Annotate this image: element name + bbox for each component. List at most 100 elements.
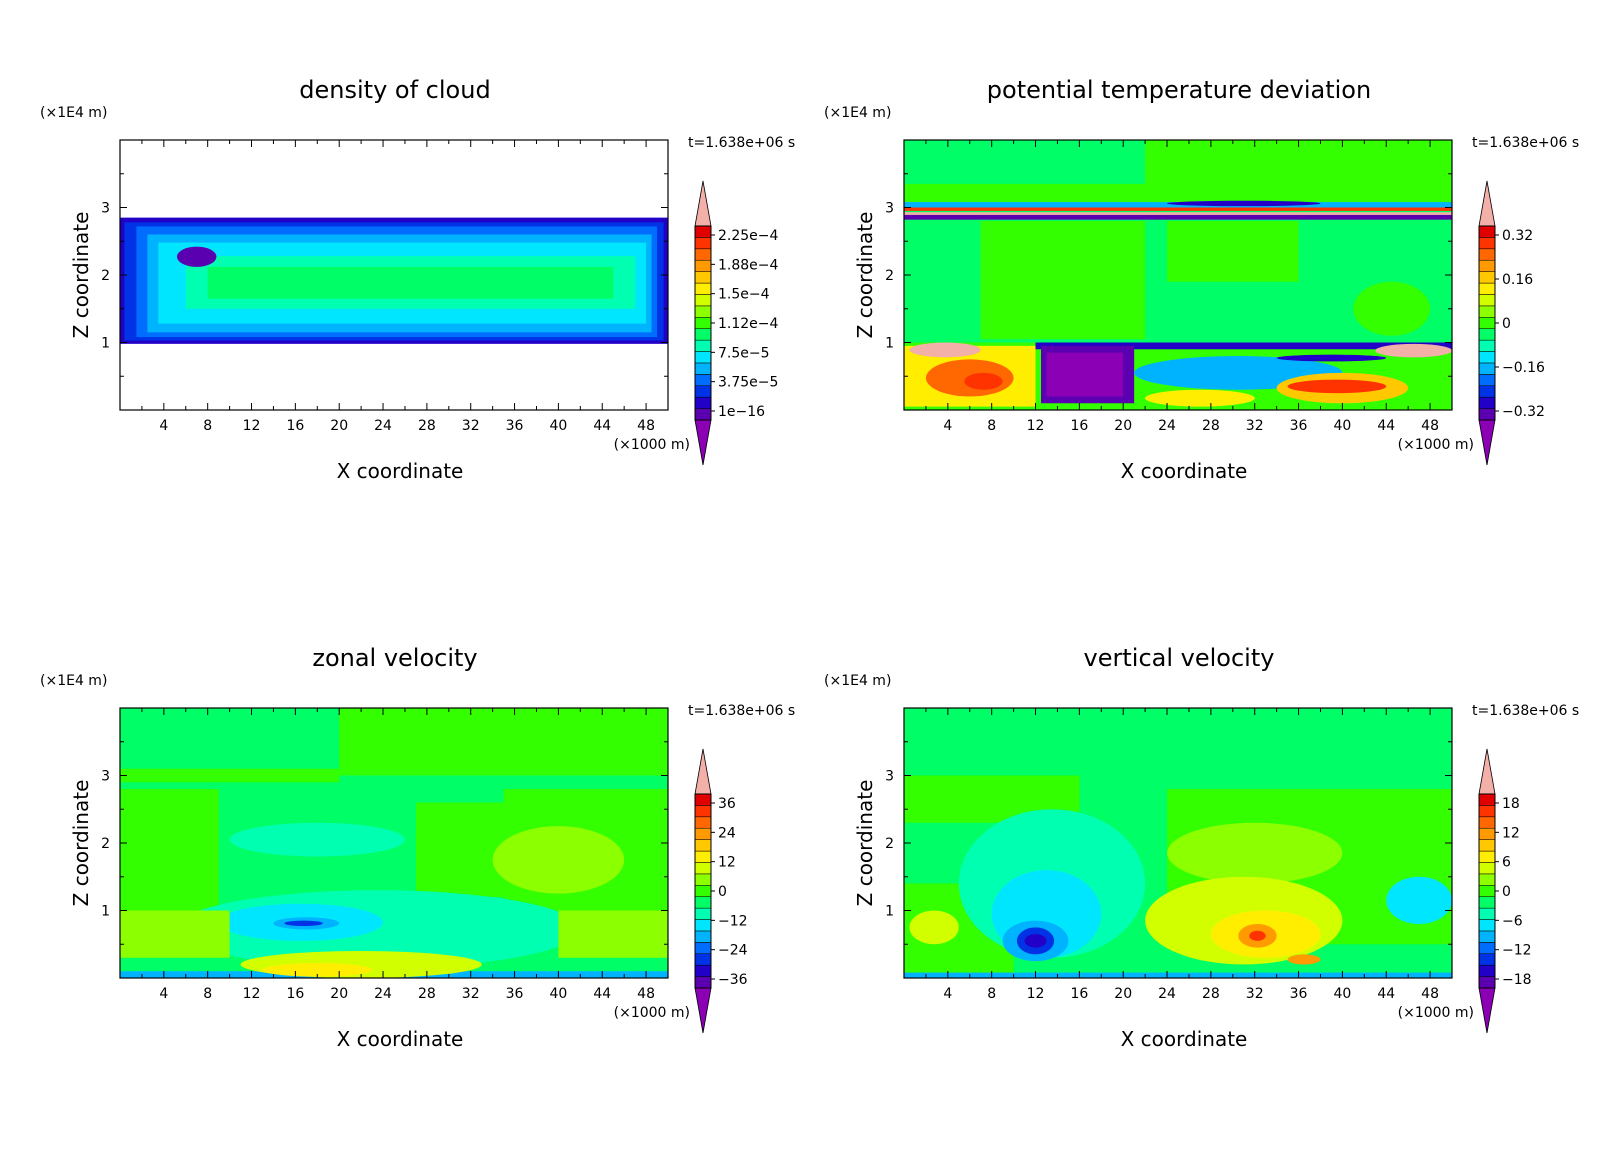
contour-region — [1353, 281, 1431, 336]
contour-region — [262, 963, 373, 977]
colorbar-label: 0.32 — [1502, 228, 1533, 244]
contour-region — [904, 212, 1452, 215]
colorbar-segment — [1478, 850, 1496, 863]
x-tick-label: 12 — [1027, 986, 1045, 1002]
contour-region — [1167, 221, 1299, 282]
contour-region — [1249, 930, 1266, 941]
x-tick-label: 28 — [418, 986, 436, 1002]
x-tick-label: 24 — [374, 418, 392, 434]
contour-region — [1035, 342, 1452, 350]
colorbar-label: 12 — [1502, 825, 1520, 841]
x-tick-label: 16 — [286, 418, 304, 434]
colorbar-label: 3.75e−5 — [718, 375, 778, 391]
colorbar-segment — [694, 248, 712, 261]
x-tick-label: 36 — [506, 418, 524, 434]
colorbar-bottom-arrow — [694, 419, 712, 466]
colorbar-segment — [694, 873, 712, 886]
colorbar-segment — [694, 259, 712, 272]
contour-region — [339, 708, 668, 776]
colorbar-label: −0.16 — [1502, 360, 1545, 376]
colorbar-label: −24 — [718, 943, 748, 959]
contour-region — [558, 910, 668, 958]
colorbar-segment — [1478, 385, 1496, 398]
y-unit-label: (×1E4 m) — [40, 105, 107, 121]
x-tick-label: 20 — [330, 418, 348, 434]
colorbar-segment — [1478, 305, 1496, 318]
panel-potential-temperature-deviation: 4 8 12 16 20 24 28 32 36 40 44 48 1 2 3 potential tempe… — [784, 0, 1584, 579]
y-tick-label: 2 — [885, 268, 894, 284]
x-tick-label: 8 — [203, 986, 212, 1002]
colorbar-segment — [694, 930, 712, 943]
x-tick-label: 32 — [1246, 418, 1264, 434]
colorbar-segment — [1478, 942, 1496, 955]
contour-region — [492, 826, 625, 894]
colorbar-segment — [1478, 953, 1496, 966]
colorbar — [694, 180, 712, 466]
y-tick-label: 3 — [101, 769, 110, 785]
y-axis-label: Z coordinate — [69, 780, 93, 907]
colorbar-segment — [694, 919, 712, 932]
time-label: t=1.638e+06 s — [688, 135, 795, 151]
colorbar-segment — [694, 964, 712, 977]
y-tick-label: 2 — [885, 836, 894, 852]
colorbar-segment — [694, 237, 712, 250]
x-tick-label: 32 — [462, 418, 480, 434]
colorbar-segment — [694, 396, 712, 409]
x-tick-label: 44 — [593, 986, 611, 1002]
x-tick-label: 24 — [1158, 418, 1176, 434]
y-axis-label: Z coordinate — [853, 780, 877, 907]
contour-region — [207, 266, 614, 299]
contour-region — [1375, 343, 1452, 358]
colorbar — [1478, 748, 1496, 1034]
colorbar-segment — [1478, 873, 1496, 886]
colorbar-label: 24 — [718, 825, 736, 841]
x-tick-label: 28 — [1202, 986, 1220, 1002]
colorbar-segment — [1478, 339, 1496, 352]
colorbar-segment — [1478, 408, 1496, 421]
colorbar-segment — [694, 351, 712, 364]
contour-region — [904, 972, 1452, 978]
x-tick-label: 20 — [330, 986, 348, 1002]
colorbar-segment — [1478, 248, 1496, 261]
x-tick-label: 16 — [1070, 986, 1088, 1002]
colorbar-label: 0 — [1502, 316, 1511, 332]
colorbar-label: −12 — [718, 913, 748, 929]
x-axis-label: X coordinate — [1121, 459, 1248, 483]
colorbar-top-arrow — [694, 748, 712, 795]
x-tick-label: 4 — [943, 986, 952, 1002]
time-label: t=1.638e+06 s — [1472, 135, 1579, 151]
colorbar-segment — [1478, 976, 1496, 989]
colorbar-segment — [694, 339, 712, 352]
colorbar-label: 7.5e−5 — [718, 345, 770, 361]
contour-region — [120, 789, 219, 911]
x-tick-label: 40 — [549, 986, 567, 1002]
colorbar-segment — [1478, 328, 1496, 341]
colorbar-segment — [1478, 282, 1496, 295]
colorbar-segment — [1478, 964, 1496, 977]
colorbar-segment — [1478, 317, 1496, 329]
colorbar-segment — [1478, 885, 1496, 897]
colorbar-segment — [694, 976, 712, 989]
colorbar-label: 0 — [1502, 884, 1511, 900]
colorbar-segment — [694, 827, 712, 840]
colorbar-label: −6 — [1502, 913, 1523, 929]
x-tick-label: 44 — [1377, 986, 1395, 1002]
colorbar-segment — [1478, 225, 1496, 238]
x-tick-label: 32 — [462, 986, 480, 1002]
colorbar-segment — [694, 953, 712, 966]
x-unit-label: (×1000 m) — [1398, 437, 1474, 453]
colorbar-segment — [1478, 396, 1496, 409]
x-tick-label: 36 — [506, 986, 524, 1002]
x-unit-label: (×1000 m) — [614, 1005, 690, 1021]
panel-density-of-cloud: 4 8 12 16 20 24 28 32 36 40 44 48 1 2 3 density of clou… — [0, 0, 800, 579]
colorbar-top-arrow — [1478, 180, 1496, 227]
x-tick-label: 16 — [1070, 418, 1088, 434]
contour-region — [980, 221, 1146, 340]
x-tick-label: 36 — [1290, 418, 1308, 434]
colorbar-segment — [1478, 907, 1496, 920]
time-label: t=1.638e+06 s — [688, 703, 795, 719]
panel-zonal-velocity: 4 8 12 16 20 24 28 32 36 40 44 48 1 2 3 zonal velocity(… — [0, 568, 800, 1147]
colorbar-segment — [1478, 930, 1496, 943]
colorbar-label: 0.16 — [1502, 272, 1533, 288]
chart-title: potential temperature deviation — [987, 76, 1371, 104]
